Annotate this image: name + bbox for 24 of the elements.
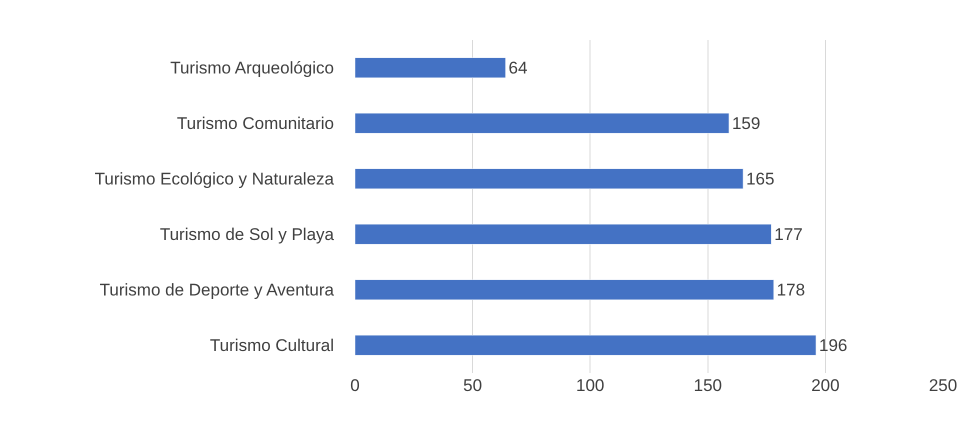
y-tick-label: Turismo de Deporte y Aventura xyxy=(100,280,335,300)
y-tick-label: Turismo de Sol y Playa xyxy=(160,225,335,244)
data-label: 159 xyxy=(732,114,760,133)
x-tick-label: 0 xyxy=(350,376,360,395)
data-label: 178 xyxy=(776,280,806,300)
bar xyxy=(355,224,772,244)
bar xyxy=(355,280,774,300)
y-tick-label: Turismo Cultural xyxy=(210,336,334,356)
data-label: 177 xyxy=(774,224,803,244)
bar xyxy=(355,335,816,356)
x-tick-label: 100 xyxy=(576,376,604,395)
y-tick-label: Turismo Arqueológico xyxy=(170,58,334,78)
x-tick-label: 50 xyxy=(463,376,482,395)
y-tick-label: Turismo Ecológico y Naturaleza xyxy=(94,170,335,189)
data-label: 196 xyxy=(818,336,848,355)
data-label: 64 xyxy=(508,58,528,78)
x-tick-label: 150 xyxy=(694,376,722,395)
x-tick-label: 200 xyxy=(811,376,840,395)
y-tick-label: Turismo Comunitario xyxy=(176,114,334,134)
bar xyxy=(355,58,506,78)
bar xyxy=(355,113,730,134)
x-tick-label: 250 xyxy=(928,376,958,395)
bar xyxy=(355,168,744,189)
data-label: 165 xyxy=(746,169,774,188)
